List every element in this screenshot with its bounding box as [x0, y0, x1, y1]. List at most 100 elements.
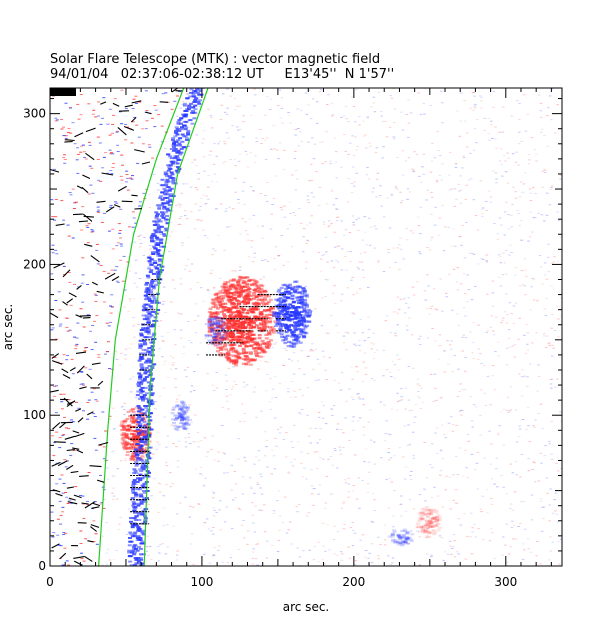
polarity-mark [212, 317, 217, 320]
polarity-mark [237, 278, 242, 281]
limb-strip-mark [165, 178, 170, 181]
noise-mark [418, 251, 421, 253]
noise-mark [336, 245, 339, 247]
polarity-mark [209, 312, 214, 315]
polarity-mark [140, 412, 145, 415]
limb-strip-mark [193, 104, 198, 107]
polarity-mark [289, 344, 294, 347]
noise-mark [487, 190, 491, 192]
noise-mark [423, 442, 426, 443]
limb-strip-mark [144, 464, 148, 467]
noise-mark [166, 332, 170, 334]
limb-strip-mark [169, 148, 174, 150]
limb-strip-mark [171, 182, 176, 185]
noise-mark [75, 337, 79, 339]
noise-mark [402, 174, 405, 176]
noise-mark [91, 113, 95, 115]
noise-mark [537, 480, 540, 482]
polarity-mark [245, 282, 250, 286]
noise-mark [440, 90, 443, 92]
noise-mark [91, 192, 95, 194]
noise-mark [419, 233, 422, 235]
noise-mark [399, 237, 402, 239]
noise-mark [266, 540, 269, 542]
noise-mark [370, 520, 373, 522]
noise-mark [303, 373, 306, 375]
noise-mark [264, 431, 267, 433]
polarity-mark [227, 308, 232, 311]
limb-strip-mark [138, 356, 143, 359]
noise-mark [424, 88, 428, 90]
noise-mark [233, 97, 237, 99]
noise-mark [119, 237, 123, 239]
noise-mark [173, 329, 176, 331]
limb-strip-mark [138, 388, 143, 391]
noise-mark [382, 375, 385, 377]
polarity-mark [274, 298, 279, 301]
noise-mark [464, 558, 468, 560]
limb-strip-mark [171, 137, 176, 140]
noise-mark [344, 479, 347, 481]
noise-mark [176, 559, 179, 561]
limb-strip-mark [139, 500, 144, 503]
polarity-mark [406, 537, 411, 540]
noise-mark [147, 265, 151, 267]
noise-mark [532, 299, 536, 301]
noise-mark [83, 157, 86, 158]
polarity-mark [248, 321, 253, 324]
noise-mark [362, 426, 365, 428]
noise-mark [171, 357, 175, 359]
limb-strip-mark [171, 177, 176, 179]
noise-mark [505, 562, 508, 564]
limb-strip-mark [141, 399, 145, 402]
noise-mark [309, 442, 312, 444]
polarity-mark [283, 283, 288, 286]
limb-strip-mark [140, 379, 145, 382]
noise-mark [354, 564, 357, 565]
polarity-mark [281, 283, 286, 287]
noise-mark [392, 88, 395, 90]
field-vector [51, 360, 63, 365]
noise-mark [412, 508, 416, 510]
noise-mark [135, 286, 139, 288]
noise-mark [220, 203, 223, 205]
noise-mark [95, 315, 99, 317]
noise-mark [348, 557, 351, 559]
limb-strip-mark [169, 193, 174, 196]
noise-mark [195, 113, 198, 115]
polarity-mark [236, 283, 241, 286]
polarity-mark [213, 338, 217, 341]
polarity-mark [284, 288, 289, 291]
noise-mark [304, 92, 308, 94]
polarity-mark [216, 316, 221, 319]
limb-strip-mark [153, 247, 158, 250]
noise-mark [164, 92, 168, 94]
limb-strip-mark [128, 537, 132, 539]
noise-mark [377, 555, 380, 557]
noise-mark [285, 432, 288, 434]
noise-mark [528, 159, 531, 161]
noise-mark [61, 435, 65, 437]
noise-mark [479, 508, 482, 510]
limb-strip-mark [131, 504, 136, 507]
noise-mark [529, 363, 532, 365]
limb-strip-mark [162, 245, 167, 248]
polarity-mark [217, 333, 222, 336]
noise-mark [501, 318, 505, 320]
noise-mark [80, 552, 83, 554]
limb-strip-mark [136, 546, 141, 549]
noise-mark [220, 286, 223, 288]
polarity-mark [228, 279, 233, 282]
limb-strip-mark [159, 225, 164, 228]
noise-mark [156, 431, 160, 433]
noise-mark [62, 393, 66, 395]
noise-mark [526, 376, 529, 378]
polarity-mark [250, 308, 255, 312]
noise-mark [458, 410, 462, 412]
polarity-mark [186, 423, 191, 426]
polarity-mark [217, 324, 222, 327]
limb-strip-mark [143, 372, 148, 375]
noise-mark [113, 428, 117, 430]
noise-mark [211, 435, 214, 437]
noise-mark [532, 187, 535, 189]
